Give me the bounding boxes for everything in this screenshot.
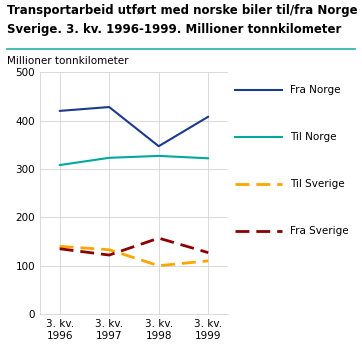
Text: Fra Sverige: Fra Sverige (290, 226, 348, 236)
Text: Fra Norge: Fra Norge (290, 85, 340, 95)
Text: Til Sverige: Til Sverige (290, 179, 344, 189)
Text: Transportarbeid utført med norske biler til/fra Norge og: Transportarbeid utført med norske biler … (7, 4, 362, 17)
Text: Til Norge: Til Norge (290, 132, 336, 142)
Text: Millioner tonnkilometer: Millioner tonnkilometer (7, 56, 129, 66)
Text: Sverige. 3. kv. 1996-1999. Millioner tonnkilometer: Sverige. 3. kv. 1996-1999. Millioner ton… (7, 23, 342, 36)
